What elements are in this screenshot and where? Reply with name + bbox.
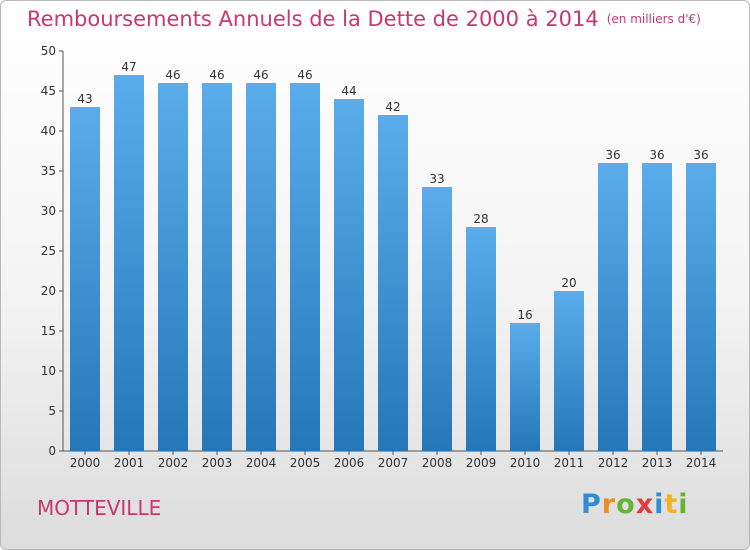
chart-unit: (en milliers d'€): [606, 12, 701, 26]
bar-value-label: 44: [341, 84, 356, 98]
chart-bars: 43 47 46 46 46 46 44 42 33 28 16 20 36 36 36: [70, 60, 716, 451]
bar: [246, 83, 276, 451]
bar: [334, 99, 364, 451]
bar-value-label: 46: [209, 68, 224, 82]
y-tick-label: 5: [48, 404, 56, 418]
bar: [422, 187, 452, 451]
bar-value-label: 46: [297, 68, 312, 82]
x-tick-label: 2000: [70, 456, 101, 470]
y-tick-label: 20: [41, 284, 56, 298]
x-tick-label: 2013: [642, 456, 673, 470]
y-tick-label: 35: [41, 164, 56, 178]
x-tick-label: 2007: [378, 456, 409, 470]
x-tick-label: 2005: [290, 456, 321, 470]
y-tick-label: 40: [41, 124, 56, 138]
x-tick-label: 2003: [202, 456, 233, 470]
x-tick-label: 2008: [422, 456, 453, 470]
bar-value-label: 36: [605, 148, 620, 162]
x-tick-label: 2001: [114, 456, 145, 470]
bar: [554, 291, 584, 451]
y-tick-label: 25: [41, 244, 56, 258]
chart-title: Remboursements Annuels de la Dette de 20…: [27, 7, 701, 31]
y-tick-label: 0: [48, 444, 56, 458]
bar-value-label: 16: [517, 308, 532, 322]
x-tick-label: 2014: [686, 456, 717, 470]
bar: [378, 115, 408, 451]
proxiti-logo: Proxiti: [581, 489, 689, 520]
bar-value-label: 42: [385, 100, 400, 114]
bar-value-label: 36: [693, 148, 708, 162]
bar-value-label: 28: [473, 212, 488, 226]
y-tick-label: 50: [41, 44, 56, 58]
commune-name: MOTTEVILLE: [37, 496, 162, 520]
bar: [466, 227, 496, 451]
bar: [510, 323, 540, 451]
bar-chart: 0 5 10 15 20 25 30 35 40 45 50 2000 2001 2002 2003 2004…: [41, 44, 723, 470]
bar: [290, 83, 320, 451]
bar-value-label: 36: [649, 148, 664, 162]
x-tick-label: 2012: [598, 456, 629, 470]
y-tick-label: 10: [41, 364, 56, 378]
x-tick-label: 2004: [246, 456, 277, 470]
bar-value-label: 46: [165, 68, 180, 82]
bar-value-label: 20: [561, 276, 576, 290]
y-tick-label: 45: [41, 84, 56, 98]
x-tick-label: 2011: [554, 456, 585, 470]
x-tick-label: 2006: [334, 456, 365, 470]
bar: [114, 75, 144, 451]
bar: [642, 163, 672, 451]
bar: [158, 83, 188, 451]
bar: [70, 107, 100, 451]
bar-value-label: 46: [253, 68, 268, 82]
x-tick-label: 2010: [510, 456, 541, 470]
x-tick-label: 2002: [158, 456, 189, 470]
y-tick-label: 15: [41, 324, 56, 338]
chart-axes: 0 5 10 15 20 25 30 35 40 45 50 2000 2001 2002 2003 2004…: [41, 44, 723, 470]
bar-value-label: 43: [77, 92, 92, 106]
chart-title-text: Remboursements Annuels de la Dette de 20…: [27, 7, 599, 31]
y-tick-label: 30: [41, 204, 56, 218]
bar-value-label: 33: [429, 172, 444, 186]
bar: [686, 163, 716, 451]
bar-value-label: 47: [121, 60, 136, 74]
bar: [598, 163, 628, 451]
x-tick-label: 2009: [466, 456, 497, 470]
bar: [202, 83, 232, 451]
